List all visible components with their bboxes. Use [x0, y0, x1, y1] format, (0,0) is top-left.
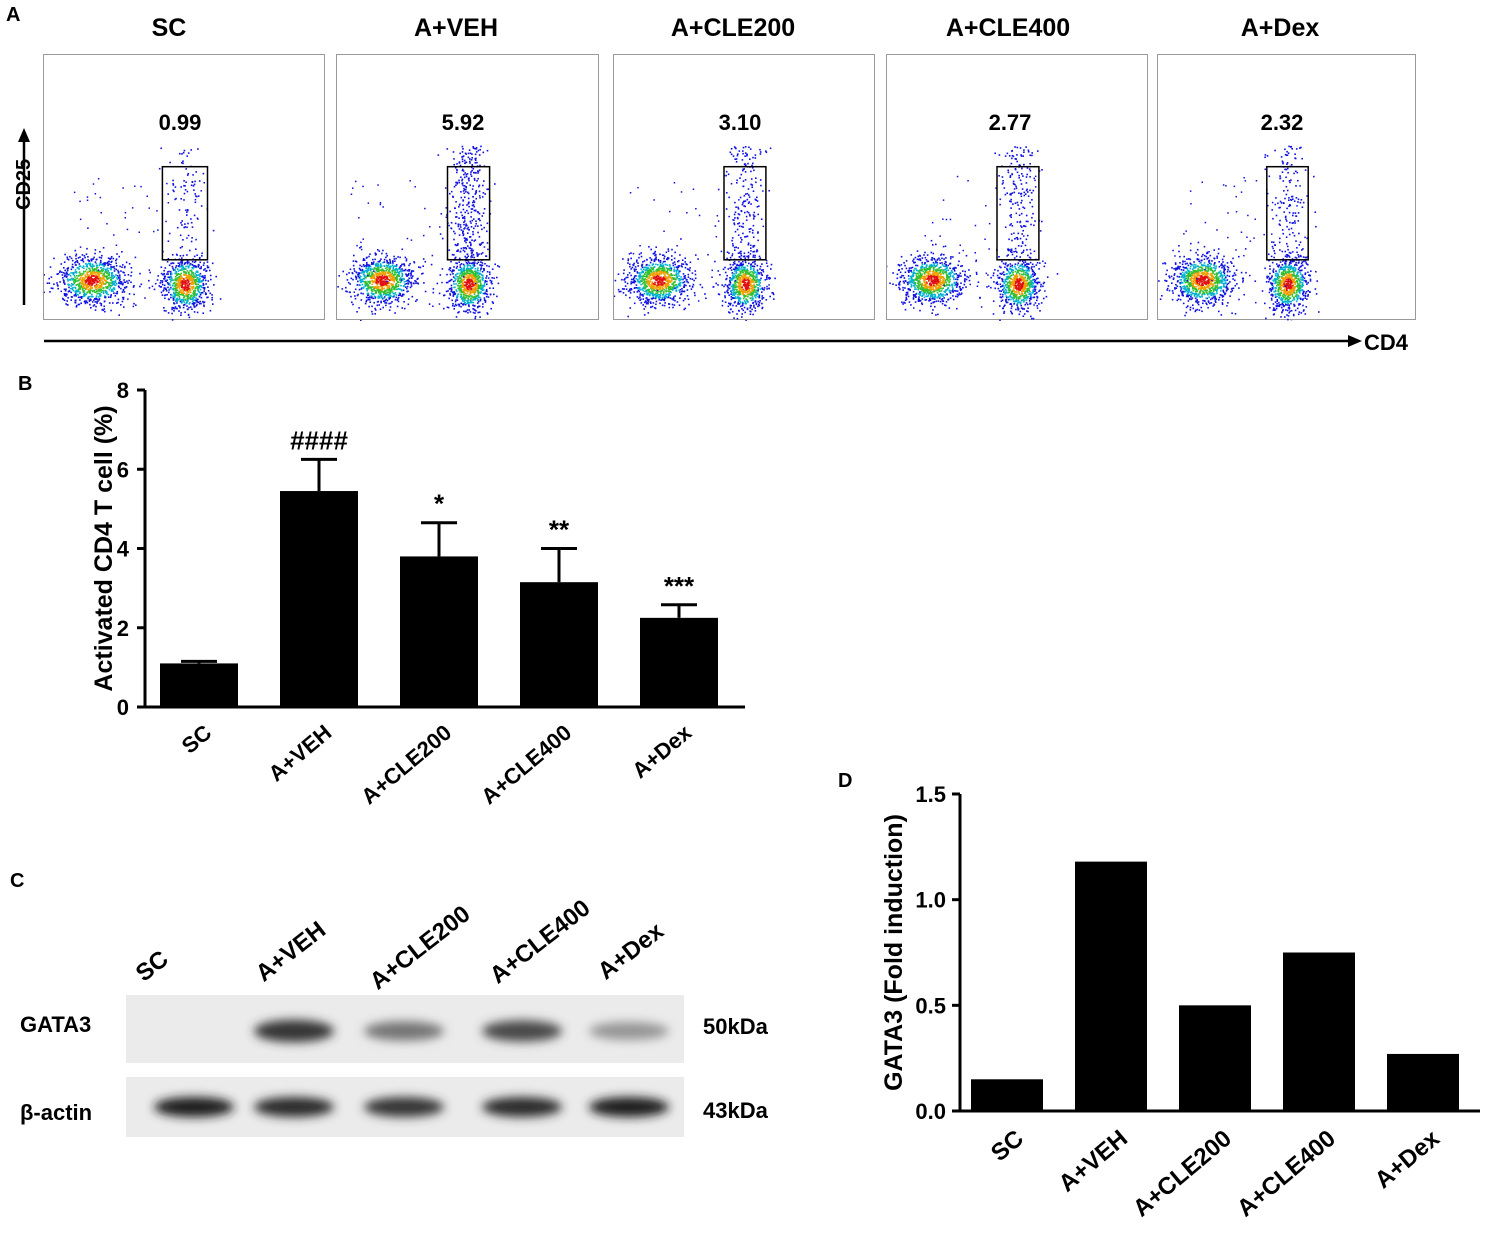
bar [1387, 1053, 1459, 1111]
y-tick-label: 4 [117, 537, 130, 562]
flow-plot-acle400 [886, 54, 1148, 321]
blot-band [254, 1097, 334, 1117]
flow-title-sc: SC [151, 14, 187, 42]
bar-chart-gata3: 0.0 0.5 1.0 1.5 GATA3 (Fold induction) SC A+VE… [880, 782, 1480, 1222]
x-tick-label: A+CLE400 [476, 720, 576, 810]
bar [400, 556, 478, 707]
x-tick-label: A+CLE400 [1232, 1125, 1341, 1222]
gate-box [161, 165, 209, 261]
blot-lane-sc: SC [130, 945, 174, 988]
gate-percent-acle200: 3.10 [718, 110, 762, 135]
blot-band [589, 1022, 669, 1040]
gate-percent-aveh: 5.92 [441, 110, 485, 135]
bar [520, 582, 598, 707]
significance-mark: ** [549, 515, 570, 545]
blot-band [364, 1097, 444, 1117]
bar [640, 617, 718, 707]
y-tick-label: 2 [117, 616, 129, 641]
flow-plot-acle200 [613, 54, 875, 321]
blot-band [154, 1097, 234, 1117]
flow-title-acle400: A+CLE400 [945, 14, 1071, 42]
gate-percent-acle400: 2.77 [988, 110, 1032, 135]
y-tick-label: 8 [117, 378, 129, 403]
x-tick-label: A+Dex [1370, 1124, 1446, 1194]
blot-band [254, 1019, 334, 1043]
gate-box [446, 165, 491, 261]
flow-title-aveh: A+VEH [413, 14, 499, 42]
blot-image [126, 995, 684, 1137]
blot-row-label-actin: β-actin [20, 1100, 93, 1125]
x-tick-label: SC [986, 1125, 1029, 1167]
x-tick-label: SC [177, 720, 217, 759]
blot-row-label-gata3: GATA3 [20, 1012, 92, 1037]
bar [280, 491, 358, 707]
x-tick-label: A+VEH [1054, 1125, 1133, 1198]
blot-band [482, 1020, 562, 1042]
bar [1179, 1005, 1251, 1111]
flow-title-adex: A+Dex [1240, 14, 1320, 42]
flow-plot-aveh [336, 54, 599, 321]
dot-plot-0 [44, 147, 222, 321]
flow-y-axis-label: CD25 [13, 158, 35, 210]
blot-band [589, 1097, 669, 1117]
blot-lane-acle400: A+CLE400 [484, 894, 596, 990]
blot-kda-actin: 43kDa [703, 1098, 768, 1123]
y-tick-label: 0.5 [915, 993, 946, 1018]
bar [1075, 861, 1147, 1111]
flow-plot-adex [1157, 54, 1416, 321]
x-tick-label: A+CLE200 [1128, 1125, 1237, 1222]
significance-mark: *** [664, 571, 695, 601]
x-tick-label: A+VEH [263, 720, 336, 787]
blot-band [364, 1021, 444, 1041]
dot-plot-2 [614, 146, 776, 321]
gate-box [723, 165, 767, 261]
flow-x-axis-label: CD4 [1364, 330, 1409, 355]
y-tick-label: 6 [117, 457, 129, 482]
flow-axes [18, 128, 1362, 347]
y-tick-label: 0 [117, 695, 129, 720]
blot-lane-aveh: A+VEH [250, 916, 331, 988]
y-axis-label: GATA3 (Fold induction) [880, 814, 908, 1091]
bar [971, 1079, 1043, 1111]
bar [1283, 952, 1355, 1111]
gate-box [996, 165, 1040, 261]
panel-letter-d: D [838, 770, 853, 792]
panel-letter-b: B [18, 373, 33, 395]
panel-letter-a: A [6, 4, 21, 26]
significance-mark: #### [290, 425, 348, 455]
dot-plot-3 [887, 146, 1059, 321]
dot-plot-4 [1158, 145, 1320, 321]
significance-mark: * [434, 489, 445, 519]
y-tick-label: 1.5 [915, 782, 946, 807]
x-tick-label: A+CLE200 [356, 720, 456, 810]
flow-plot-sc [43, 54, 325, 321]
blot-band [482, 1097, 562, 1117]
blot-lane-acle200: A+CLE200 [364, 900, 476, 996]
gate-percent-adex: 2.32 [1260, 110, 1304, 135]
bar [160, 663, 238, 707]
y-tick-label: 0.0 [915, 1099, 946, 1124]
x-tick-label: A+Dex [627, 719, 697, 783]
panel-letter-c: C [10, 870, 25, 892]
blot-lane-adex: A+Dex [592, 917, 669, 986]
blot-kda-gata3: 50kDa [703, 1014, 768, 1039]
gate-box [1266, 165, 1309, 261]
y-axis-label: Activated CD4 T cell (%) [90, 405, 118, 691]
gate-percent-sc: 0.99 [158, 110, 202, 135]
dot-plot-1 [337, 145, 501, 321]
flow-title-acle200: A+CLE200 [670, 14, 796, 42]
y-tick-label: 1.0 [915, 888, 946, 913]
